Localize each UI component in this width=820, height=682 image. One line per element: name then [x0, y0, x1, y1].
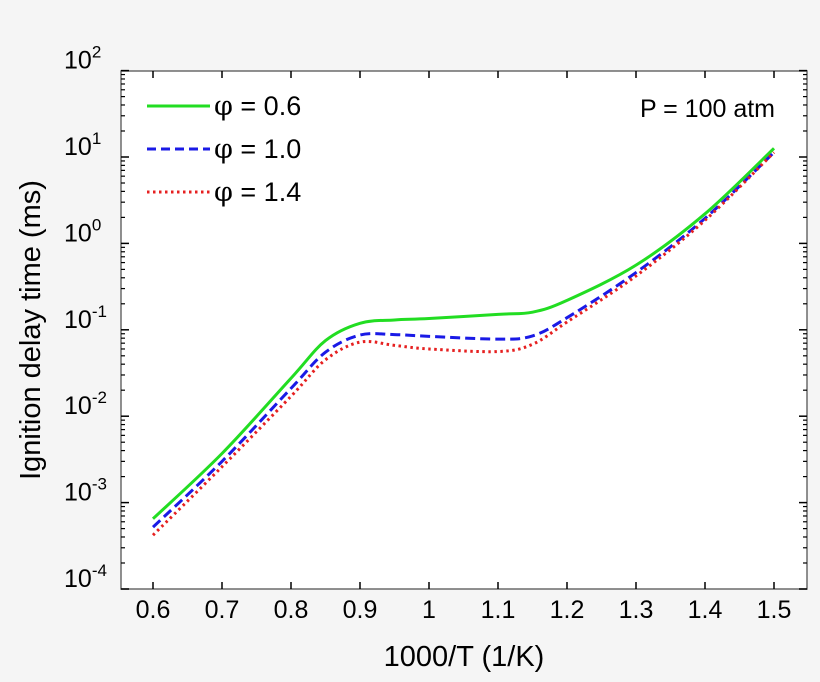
phi-symbol: φ — [214, 91, 233, 122]
y-axis-ticks: 10-4 10-3 10-2 10-1 100 101 102 — [64, 43, 807, 593]
series-line-1 — [151, 151, 776, 529]
x-axis-ticks: 0.6 0.7 0.8 0.9 1 1.1 1.2 1.3 1.4 1.5 — [136, 71, 792, 624]
x-tick-label: 0.7 — [205, 596, 240, 624]
y-tick-label: 102 — [64, 43, 101, 75]
plot-area — [120, 70, 808, 590]
y-tick-label: 10-3 — [64, 475, 107, 507]
y-tick-label: 100 — [64, 215, 101, 247]
x-tick-label: 1.4 — [688, 596, 723, 624]
series-lines — [151, 147, 776, 537]
y-tick-label: 101 — [64, 129, 101, 161]
x-tick-label: 0.6 — [136, 596, 171, 624]
y-minor-ticks — [121, 73, 807, 564]
x-tick-label: 1.5 — [757, 596, 792, 624]
x-tick-label: 0.8 — [274, 596, 309, 624]
y-tick-label: 10-4 — [64, 561, 107, 593]
y-tick-label: 10-2 — [64, 388, 107, 420]
x-axis-label: 1000/T (1/K) — [384, 641, 545, 673]
x-tick-label: 1 — [422, 596, 436, 624]
legend-label-phi-0-6: φ = 0.6 — [214, 91, 301, 122]
y-axis-label: Ignition delay time (ms) — [15, 180, 47, 480]
pressure-annotation: P = 100 atm — [640, 95, 775, 123]
x-tick-label: 1.1 — [481, 596, 516, 624]
legend: φ = 0.6 φ = 1.0 φ = 1.4 — [147, 91, 301, 208]
series-line-2 — [151, 151, 776, 537]
legend-label-phi-1-0: φ = 1.0 — [214, 134, 301, 165]
phi-symbol: φ — [214, 134, 233, 165]
y-tick-label: 10-1 — [64, 302, 107, 334]
x-tick-label: 1.3 — [619, 596, 654, 624]
x-tick-label: 1.2 — [550, 596, 585, 624]
phi-symbol: φ — [214, 177, 233, 208]
legend-label-phi-1-4: φ = 1.4 — [214, 177, 301, 208]
series-line-0 — [151, 147, 776, 520]
x-tick-label: 0.9 — [343, 596, 378, 624]
